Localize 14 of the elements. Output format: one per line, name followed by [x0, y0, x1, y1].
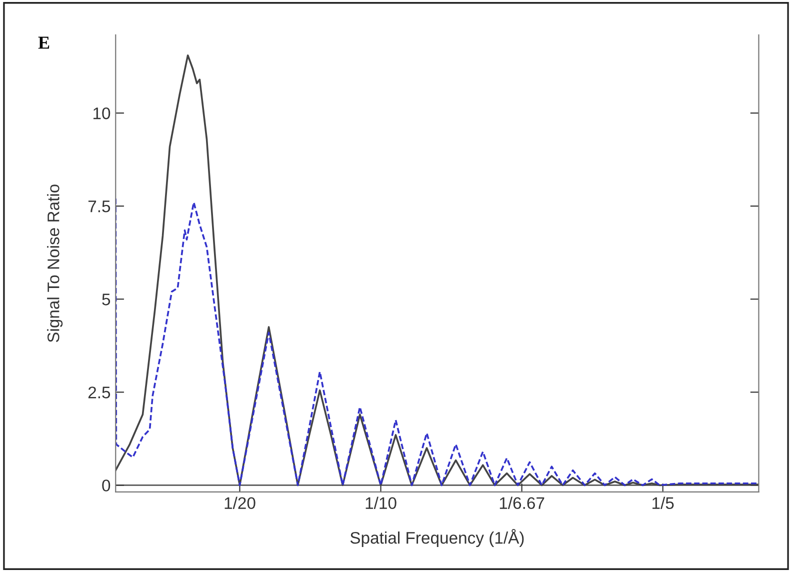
- y-tick-label: 7.5: [88, 200, 110, 212]
- y-tick-label: 2.5: [88, 386, 110, 398]
- line-series: [116, 54, 759, 486]
- y-tick-label: 0: [102, 480, 110, 492]
- y-axis-title: Signal To Noise Ratio: [47, 184, 63, 342]
- y-tick-label: 5: [102, 294, 110, 306]
- x-tick-label: 1/5: [652, 496, 674, 510]
- y-tick-label: 10: [94, 107, 110, 120]
- x-tick-label: 1/10: [366, 496, 396, 510]
- line-series: [116, 198, 759, 486]
- text: E: [38, 36, 50, 49]
- x-tick-label: 1/20: [224, 496, 256, 510]
- x-axis-title: Spatial Frequency (1/Å): [350, 528, 524, 548]
- x-tick-label: 1/6.67: [500, 496, 544, 510]
